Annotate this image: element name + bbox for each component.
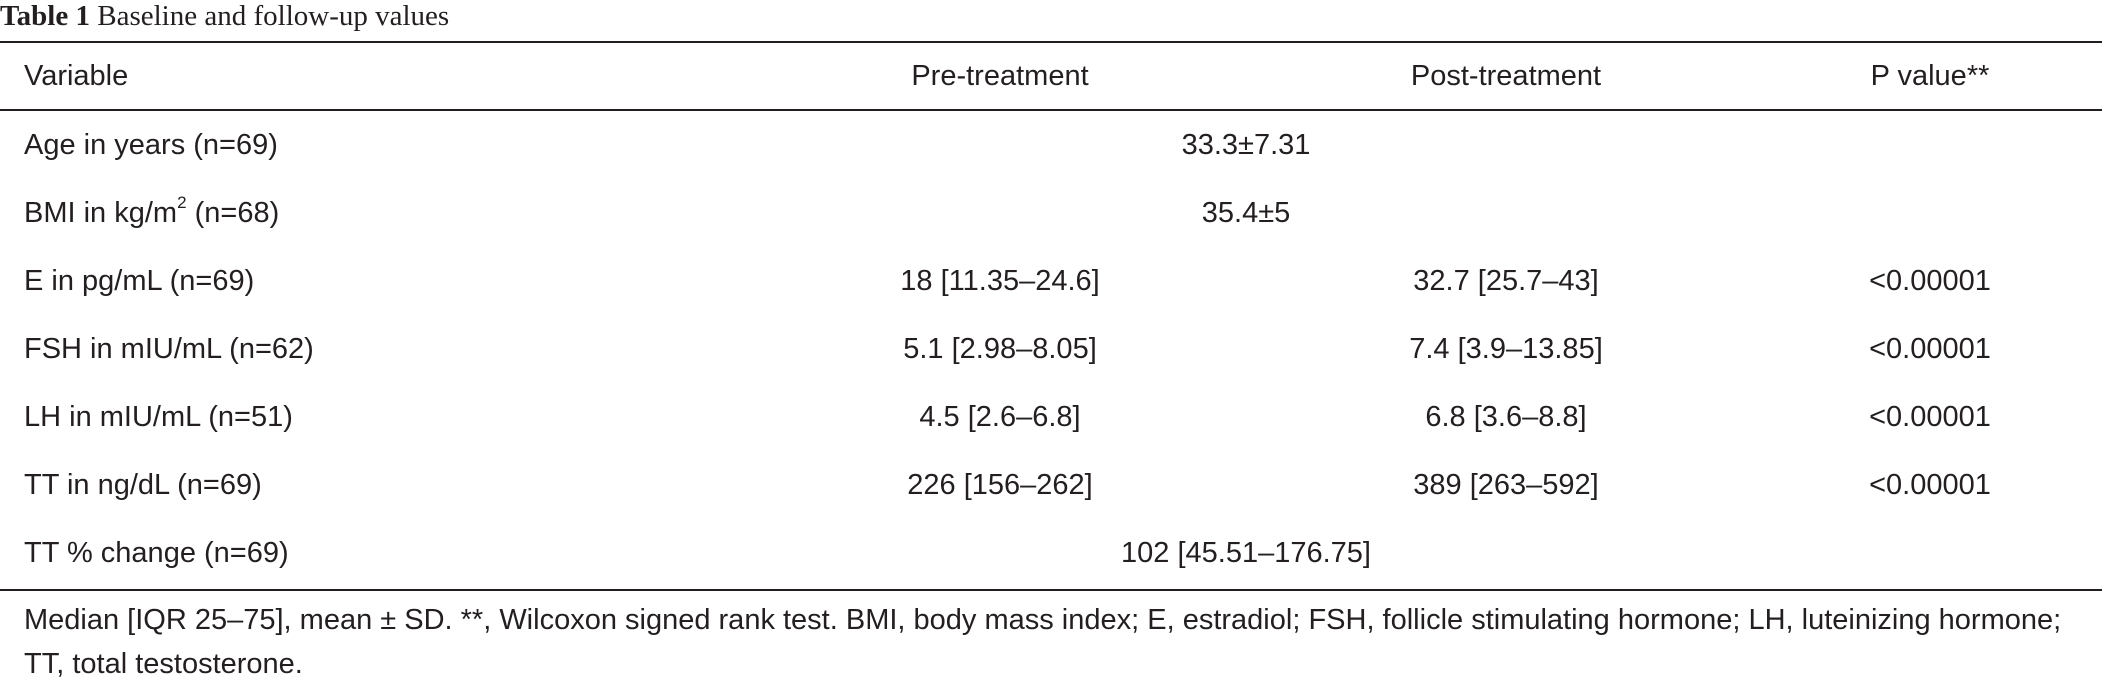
table-row: E in pg/mL (n=69) 18 [11.35–24.6] 32.7 [… <box>0 247 2102 315</box>
row-variable-tail: (n=68) <box>186 197 280 229</box>
table-row: FSH in mIU/mL (n=62) 5.1 [2.98–8.05] 7.4… <box>0 315 2102 383</box>
row-variable-main: BMI in kg/m <box>24 197 178 229</box>
row-variable: TT in ng/dL (n=69) <box>24 469 262 501</box>
table-row: Age in years (n=69) 33.3±7.31 <box>0 111 2102 179</box>
row-variable-superscript: 2 <box>177 193 187 213</box>
row-p-value: <0.00001 <box>1869 469 1991 501</box>
table-row: BMI in kg/m2 (n=68) 35.4±5 <box>0 179 2102 247</box>
row-p-value: <0.00001 <box>1869 401 1991 433</box>
table-row: LH in mIU/mL (n=51) 4.5 [2.6–6.8] 6.8 [3… <box>0 383 2102 451</box>
table-caption: Table 1 Baseline and follow-up values <box>0 0 449 38</box>
row-p-value: <0.00001 <box>1869 265 1991 297</box>
row-pre-value: 4.5 [2.6–6.8] <box>919 401 1081 433</box>
table-header-row: Variable Pre-treatment Post-treatment P … <box>0 42 2102 110</box>
row-variable: BMI in kg/m2 (n=68) <box>24 179 279 247</box>
row-combined-value: 35.4±5 <box>1201 197 1291 229</box>
row-post-value: 6.8 [3.6–8.8] <box>1425 401 1587 433</box>
table-row: TT in ng/dL (n=69) 226 [156–262] 389 [26… <box>0 451 2102 519</box>
row-pre-value: 18 [11.35–24.6] <box>900 265 1100 297</box>
table-caption-title: Baseline and follow-up values <box>97 0 450 32</box>
header-post-treatment: Post-treatment <box>1410 60 1602 92</box>
table-caption-label: Table 1 <box>0 0 90 32</box>
row-variable: FSH in mIU/mL (n=62) <box>24 333 314 365</box>
row-variable: LH in mIU/mL (n=51) <box>24 401 293 433</box>
table-header-rule <box>0 109 2102 111</box>
row-combined-value: 102 [45.51–176.75] <box>1121 537 1371 569</box>
row-pre-value: 5.1 [2.98–8.05] <box>903 333 1097 365</box>
table-footnote: Median [IQR 25–75], mean ± SD. **, Wilco… <box>24 604 2062 680</box>
table-bottom-rule <box>0 589 2102 591</box>
row-combined-value: 33.3±7.31 <box>1181 129 1311 161</box>
row-p-value: <0.00001 <box>1869 333 1991 365</box>
header-variable: Variable <box>24 60 129 92</box>
row-post-value: 32.7 [25.7–43] <box>1413 265 1599 297</box>
table-top-rule <box>0 41 2102 43</box>
row-pre-value: 226 [156–262] <box>907 469 1093 501</box>
row-post-value: 389 [263–592] <box>1413 469 1599 501</box>
row-post-value: 7.4 [3.9–13.85] <box>1409 333 1603 365</box>
header-p-value: P value** <box>1870 60 1990 92</box>
row-variable: E in pg/mL (n=69) <box>24 265 255 297</box>
row-variable: Age in years (n=69) <box>24 129 278 161</box>
table-row: TT % change (n=69) 102 [45.51–176.75] <box>0 519 2102 587</box>
header-pre-treatment: Pre-treatment <box>911 60 1089 92</box>
row-variable: TT % change (n=69) <box>24 537 289 569</box>
